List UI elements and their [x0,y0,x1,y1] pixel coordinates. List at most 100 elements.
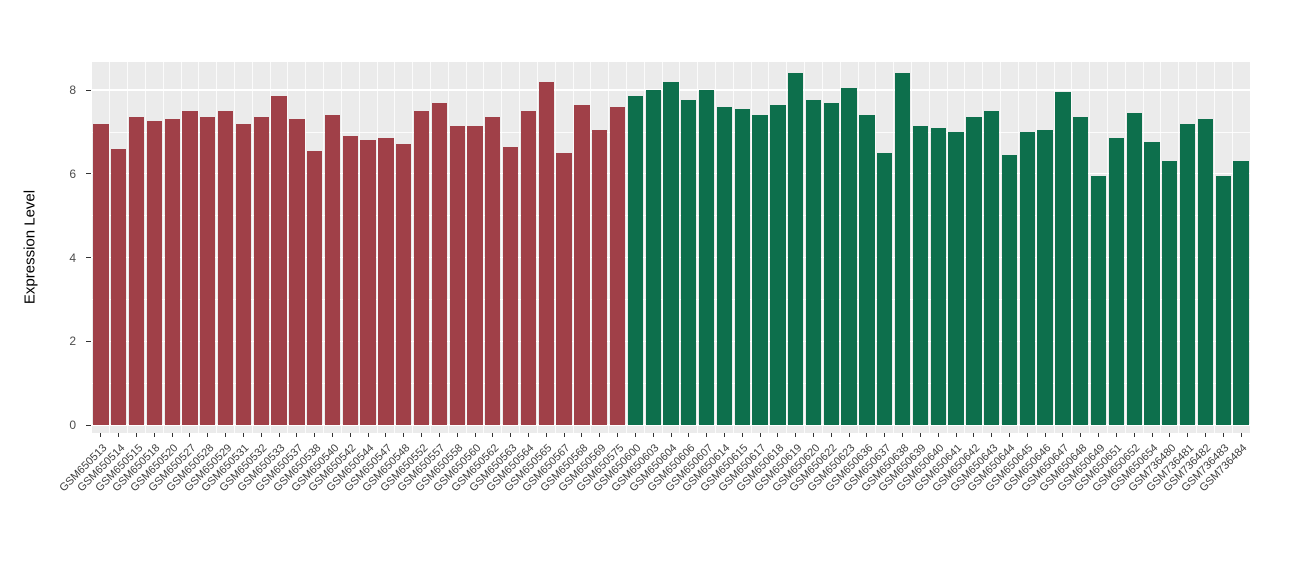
x-tick-mark [1044,433,1046,437]
x-tick-mark [421,433,423,437]
x-tick-mark [884,433,886,437]
x-tick-mark [813,433,815,437]
x-tick-mark [599,433,601,437]
bar [324,115,341,425]
bar [1179,123,1196,425]
bar [1162,161,1178,425]
bar [467,125,483,425]
x-tick-mark [314,433,316,437]
x-tick-mark [991,433,993,437]
x-tick-mark [688,433,690,437]
bar [217,110,234,425]
bar [984,110,1000,425]
gridline-vertical [340,62,342,433]
gridline-vertical [911,62,912,433]
bar [877,152,893,425]
bar [788,73,804,425]
gridline-vertical [429,62,431,433]
bar [966,117,982,425]
gridline-vertical [732,62,734,433]
gridline-vertical [750,62,752,433]
gridline-vertical [447,62,449,433]
bar [520,110,537,425]
bar [378,138,394,425]
x-tick-mark [225,433,227,437]
bar [894,73,911,425]
bar [503,146,519,425]
x-tick-mark [171,433,173,437]
x-tick-mark [973,433,975,437]
gridline-vertical [465,62,467,433]
bar [307,150,323,425]
gridline-vertical [127,62,129,433]
bar [182,110,198,425]
gridline-vertical [786,62,788,433]
gridline-vertical [358,62,360,433]
gridline-vertical [501,62,503,433]
x-tick-mark [403,433,405,437]
bar [734,108,750,425]
x-tick-mark [1169,433,1171,437]
x-tick-mark [1187,433,1189,437]
gridline-vertical [661,62,663,433]
x-tick-mark [723,433,725,437]
gridline-vertical [715,62,717,433]
x-tick-mark [706,433,708,437]
y-tick-mark [86,340,91,342]
bar [538,81,554,425]
x-tick-mark [1151,433,1153,437]
x-tick-mark [545,433,547,437]
gridline-vertical [376,62,378,433]
gridline-vertical [109,62,111,433]
bar [1215,175,1231,425]
bar [235,123,252,425]
x-tick-mark [1133,433,1135,437]
x-tick-mark [955,433,957,437]
bar [609,106,626,425]
bar [111,148,127,425]
gridline-vertical [982,62,984,433]
gridline-vertical [893,62,895,433]
x-tick-mark [937,433,939,437]
y-tick-label: 0 [69,418,76,432]
x-tick-mark [634,433,636,437]
x-tick-mark [670,433,672,437]
bar [1073,117,1089,425]
bar [1037,129,1053,425]
gridline-vertical [144,62,146,433]
gridline-vertical [821,62,823,433]
x-tick-mark [1222,433,1224,437]
bar [396,144,412,425]
bar [930,127,946,425]
gridline-vertical [1160,62,1162,433]
bar [681,100,697,425]
x-tick-mark [848,433,850,437]
x-tick-mark [100,433,102,437]
x-tick-mark [527,433,529,437]
gridline-vertical [625,62,627,433]
x-tick-mark [759,433,761,437]
gridline-vertical [519,62,521,433]
x-tick-mark [1080,433,1082,437]
bar [1019,131,1035,425]
bar [449,125,465,425]
bar [841,87,857,425]
bar [164,119,180,425]
x-tick-mark [741,433,743,437]
bar [912,125,929,425]
plot-area [92,62,1250,433]
x-tick-mark [189,433,191,437]
gridline-vertical [234,62,236,433]
bar [1126,113,1142,425]
bar [93,123,109,425]
x-tick-mark [1062,433,1064,437]
x-tick-mark [207,433,209,437]
gridline-vertical [1213,62,1215,433]
x-tick-mark [563,433,565,437]
bar [716,106,733,425]
bar [1233,161,1249,425]
bar [948,131,964,425]
bar [592,129,608,425]
x-tick-mark [777,433,779,437]
